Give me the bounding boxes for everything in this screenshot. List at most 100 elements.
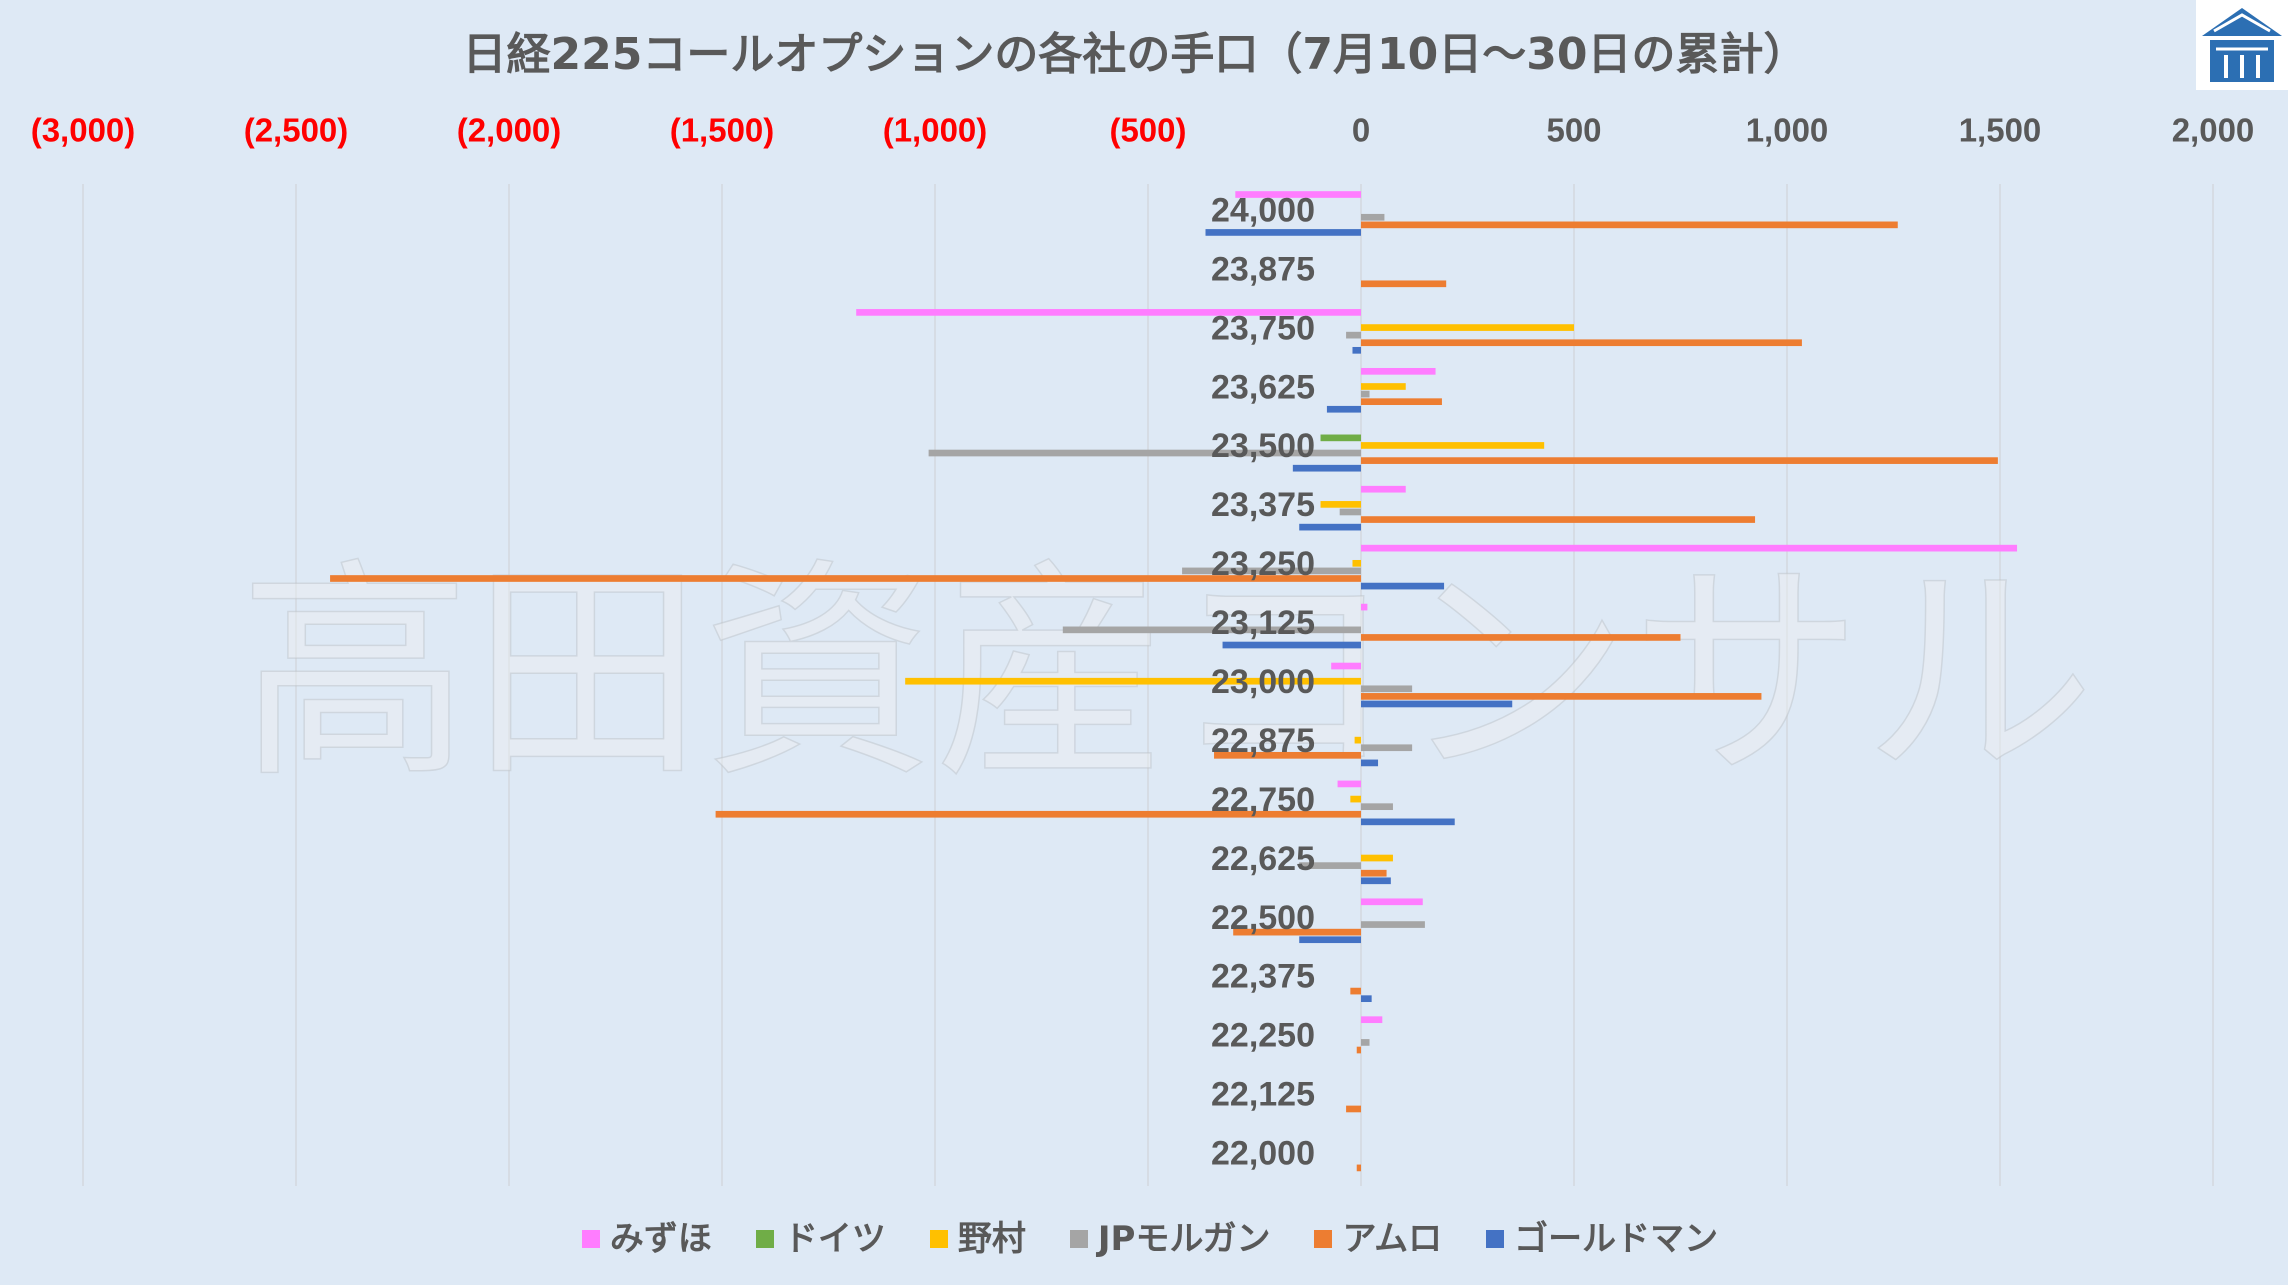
legend: みずほ ドイツ 野村 JPモルガン アムロ ゴールドマン	[0, 1213, 2288, 1265]
legend-marker	[755, 1230, 774, 1248]
legend-item: JPモルガン	[1069, 1213, 1271, 1265]
x-tick-label: (1,500)	[670, 112, 775, 149]
bars	[330, 191, 2018, 1172]
bar-series1-22750	[1337, 780, 1361, 788]
logo-roof-line	[2213, 13, 2271, 33]
category-label: 22,500	[1211, 899, 1315, 937]
category-label: 23,500	[1211, 427, 1315, 465]
bar-series5-23375	[1361, 516, 1756, 523]
x-tick-label: 0	[1352, 112, 1370, 149]
bar-series6-23375	[1299, 523, 1361, 531]
legend-marker	[581, 1230, 600, 1248]
bar-series1-22500	[1361, 898, 1423, 906]
x-tick-label: (500)	[1109, 112, 1186, 149]
bar-series5-22000	[1356, 1164, 1361, 1172]
bar-series4-22250	[1361, 1039, 1370, 1046]
legend-item: アムロ	[1314, 1213, 1442, 1265]
bar-series6-23750	[1352, 346, 1361, 354]
bar-series6-22750	[1361, 818, 1455, 826]
bar-series6-22375	[1361, 995, 1372, 1003]
bar-series1-23750	[856, 309, 1361, 316]
value-axis-labels: (3,000) (2,500) (2,000) (1,500) (1,000) (500)…	[31, 112, 2255, 149]
legend-item: みずほ	[581, 1213, 712, 1265]
bar-series3-23750	[1361, 324, 1574, 331]
bar-series1-23000	[1331, 662, 1361, 670]
legend-marker	[1069, 1230, 1088, 1248]
chart-title: 日経225コールオプションの各社の手口（7月10日～30日の累計）	[462, 29, 1808, 80]
category-label: 22,125	[1211, 1076, 1315, 1114]
bar-series6-23125	[1222, 641, 1361, 649]
bar-series1-23250	[1361, 544, 2018, 552]
legend-label: ドイツ	[783, 1219, 886, 1259]
bar-series3-22750	[1350, 795, 1361, 803]
bar-series5-23750	[1361, 339, 1802, 347]
bar-series5-23625	[1361, 398, 1442, 406]
bar-series4-23000	[1361, 685, 1413, 693]
category-axis-labels: 24,000 23,875 23,750 23,625 23,500 23,375 23,2…	[1211, 191, 1315, 1172]
bar-series5-22750	[715, 810, 1361, 818]
bar-series5-23875	[1361, 280, 1447, 288]
category-label: 22,875	[1211, 722, 1315, 760]
bar-series4-23500	[928, 449, 1361, 457]
category-label: 22,000	[1211, 1135, 1315, 1173]
bar-series6-23500	[1292, 464, 1361, 472]
category-label: 22,750	[1211, 781, 1315, 819]
category-label: 23,750	[1211, 309, 1315, 347]
bar-series5-22875	[1214, 751, 1361, 759]
category-label: 23,625	[1211, 368, 1315, 406]
bar-series5-23000	[1361, 693, 1762, 700]
legend-label: 野村	[957, 1219, 1026, 1259]
logo	[2196, 0, 2288, 90]
category-label: 23,000	[1211, 663, 1315, 701]
legend-marker	[929, 1230, 948, 1248]
bar-series5-23125	[1361, 634, 1681, 641]
bar-series4-23625	[1361, 390, 1370, 398]
bar-series3-23375	[1320, 501, 1361, 508]
legend-item: ドイツ	[755, 1213, 886, 1265]
bar-series1-23625	[1361, 367, 1436, 375]
category-label: 24,000	[1211, 191, 1315, 229]
category-label: 23,375	[1211, 486, 1315, 524]
bar-series1-23125	[1361, 603, 1368, 611]
legend-marker	[1486, 1230, 1505, 1248]
bar-series6-23625	[1326, 405, 1361, 413]
bar-series4-22875	[1361, 744, 1413, 752]
bar-series1-23375	[1361, 485, 1406, 493]
bar-series6-23000	[1361, 700, 1513, 708]
bar-series3-22625	[1361, 854, 1393, 862]
bar-series5-22375	[1350, 987, 1361, 995]
bar-series5-22625	[1361, 869, 1387, 877]
bar-series4-23250	[1182, 567, 1361, 575]
bar-series1-22250	[1361, 1016, 1383, 1024]
legend-label: みずほ	[609, 1219, 712, 1259]
category-label: 23,875	[1211, 250, 1315, 288]
bar-series5-22250	[1356, 1046, 1361, 1054]
bar-series4-23125	[1062, 626, 1361, 634]
bar-series5-22500	[1233, 928, 1361, 936]
bar-series6-22625	[1361, 877, 1391, 885]
bar-series2-23500	[1320, 434, 1361, 442]
bar-series4-24000	[1361, 213, 1385, 221]
legend-label: JPモルガン	[1097, 1219, 1271, 1259]
bar-series3-23000	[905, 677, 1361, 685]
logo-roof	[2202, 8, 2282, 36]
bar-series4-22625	[1299, 862, 1361, 869]
category-label: 22,250	[1211, 1017, 1315, 1055]
bar-series3-23625	[1361, 383, 1406, 390]
legend-item: 野村	[929, 1213, 1026, 1265]
category-label: 23,250	[1211, 545, 1315, 583]
bar-series5-24000	[1361, 221, 1898, 229]
x-tick-label: (1,000)	[883, 112, 988, 149]
bar-series5-23500	[1361, 457, 1998, 464]
legend-label: ゴールドマン	[1514, 1219, 1719, 1259]
category-label: 23,125	[1211, 604, 1315, 642]
bar-series4-22500	[1361, 921, 1425, 928]
bar-series3-22875	[1354, 736, 1361, 744]
house-logo-icon	[2202, 8, 2282, 82]
x-tick-label: (2,500)	[244, 112, 349, 149]
bar-series5-22125	[1346, 1105, 1361, 1113]
x-tick-label: 2,000	[2172, 112, 2255, 149]
bar-series6-22500	[1299, 936, 1361, 944]
